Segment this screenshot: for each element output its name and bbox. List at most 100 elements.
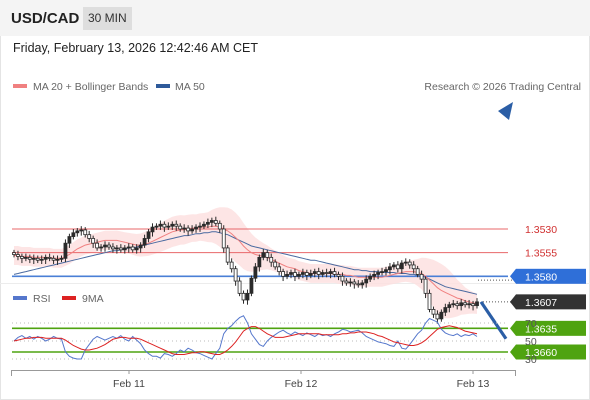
- x-tick-label: Feb 12: [285, 378, 318, 390]
- candle-body-up: [435, 313, 440, 320]
- candle-body-down: [154, 225, 159, 228]
- candle: [419, 270, 424, 283]
- candle: [39, 255, 44, 265]
- candle: [281, 268, 285, 282]
- candle-body-down: [443, 307, 448, 313]
- legend-ma20: MA 20 + Bollinger Bands: [33, 81, 148, 93]
- candle: [407, 259, 412, 269]
- candle: [471, 300, 475, 311]
- candle: [297, 271, 301, 280]
- candle-body-up: [118, 247, 123, 251]
- candle: [273, 259, 278, 270]
- candle: [47, 253, 52, 262]
- candle: [265, 249, 270, 262]
- candle-body-down: [372, 274, 377, 277]
- forecast-arrow-head: [498, 102, 513, 120]
- candle-body-down: [376, 272, 380, 275]
- resistance-label-2: 1.3635: [525, 323, 557, 335]
- candle-body-up: [356, 283, 361, 286]
- candle-body-down: [447, 304, 452, 308]
- candle: [293, 268, 297, 282]
- candle-body-up: [51, 257, 56, 261]
- symbol-title: USD/CAD: [11, 10, 80, 27]
- candle: [114, 245, 119, 254]
- candle: [186, 225, 191, 236]
- candle: [138, 242, 143, 253]
- last-price-label-notch: [510, 294, 516, 310]
- x-tick-label: Feb 11: [113, 378, 145, 390]
- candle: [395, 261, 400, 273]
- legend-rsi-ma: 9MA: [82, 293, 104, 305]
- candle: [23, 253, 28, 262]
- candle-body-up: [340, 275, 345, 282]
- last-price-label: 1.3607: [525, 297, 557, 309]
- watermark: Research © 2026 Trading Central: [424, 81, 581, 93]
- candle-body-down: [297, 274, 301, 277]
- candle-body-up: [91, 238, 96, 244]
- candle-body-down: [142, 238, 147, 246]
- candle: [43, 254, 48, 265]
- timeframe-badge[interactable]: 30 MIN: [83, 7, 132, 30]
- candle-body-up: [12, 252, 16, 255]
- candle: [221, 225, 226, 253]
- candle: [122, 245, 127, 254]
- candle-body-down: [194, 226, 198, 230]
- resistance-label-2-box: [516, 320, 586, 336]
- candle-body-down: [475, 301, 479, 307]
- candle-body-down: [134, 247, 139, 251]
- candle: [107, 242, 111, 250]
- candle: [162, 221, 167, 232]
- candle: [79, 226, 84, 236]
- candle: [289, 269, 293, 279]
- candle: [27, 254, 32, 264]
- candle-body-up: [221, 228, 226, 249]
- candle: [233, 265, 238, 286]
- candles: [12, 216, 479, 324]
- candle: [467, 299, 471, 309]
- candle: [213, 216, 218, 227]
- candle: [75, 228, 80, 237]
- candle-body-down: [439, 311, 444, 320]
- candle-body-up: [107, 244, 111, 248]
- candle: [380, 267, 384, 276]
- candle: [455, 300, 460, 310]
- candle-body-down: [285, 274, 289, 277]
- candle: [55, 255, 60, 265]
- resistance-label-1-notch: [510, 344, 516, 360]
- candle-body-up: [241, 292, 246, 301]
- candle-body-down: [245, 292, 250, 301]
- candle: [360, 280, 365, 289]
- candle: [475, 298, 479, 309]
- candle-body-up: [162, 223, 167, 228]
- candle-body-down: [364, 278, 369, 284]
- candle: [431, 306, 436, 318]
- candle: [368, 273, 373, 282]
- candle-body-down: [403, 261, 408, 264]
- candle: [190, 225, 194, 234]
- candle-body-down: [399, 262, 404, 270]
- candle-body-down: [31, 257, 36, 260]
- legend-ma50: MA 50: [175, 81, 205, 93]
- candle-body-down: [170, 223, 175, 227]
- candle-body-down: [138, 244, 143, 249]
- candle: [344, 278, 349, 286]
- candle-body-up: [352, 281, 357, 285]
- candle: [443, 303, 448, 317]
- candle-body-up: [174, 223, 179, 227]
- candle-body-down: [320, 272, 325, 275]
- candle-body-down: [126, 246, 131, 249]
- candle-body-down: [391, 264, 396, 268]
- candle: [336, 271, 341, 281]
- rsi-ma-line: [13, 325, 478, 355]
- candle-body-up: [463, 302, 468, 306]
- legend-swatch-ma20: [13, 84, 27, 88]
- candle: [308, 269, 313, 279]
- candle-body-up: [95, 242, 100, 249]
- timestamp: Friday, February 13, 2026 12:42:46 AM CE…: [13, 41, 259, 55]
- candle: [300, 268, 305, 279]
- candle: [83, 227, 88, 238]
- pivot-label-notch: [510, 268, 516, 284]
- candle: [241, 290, 246, 304]
- candle: [20, 253, 24, 264]
